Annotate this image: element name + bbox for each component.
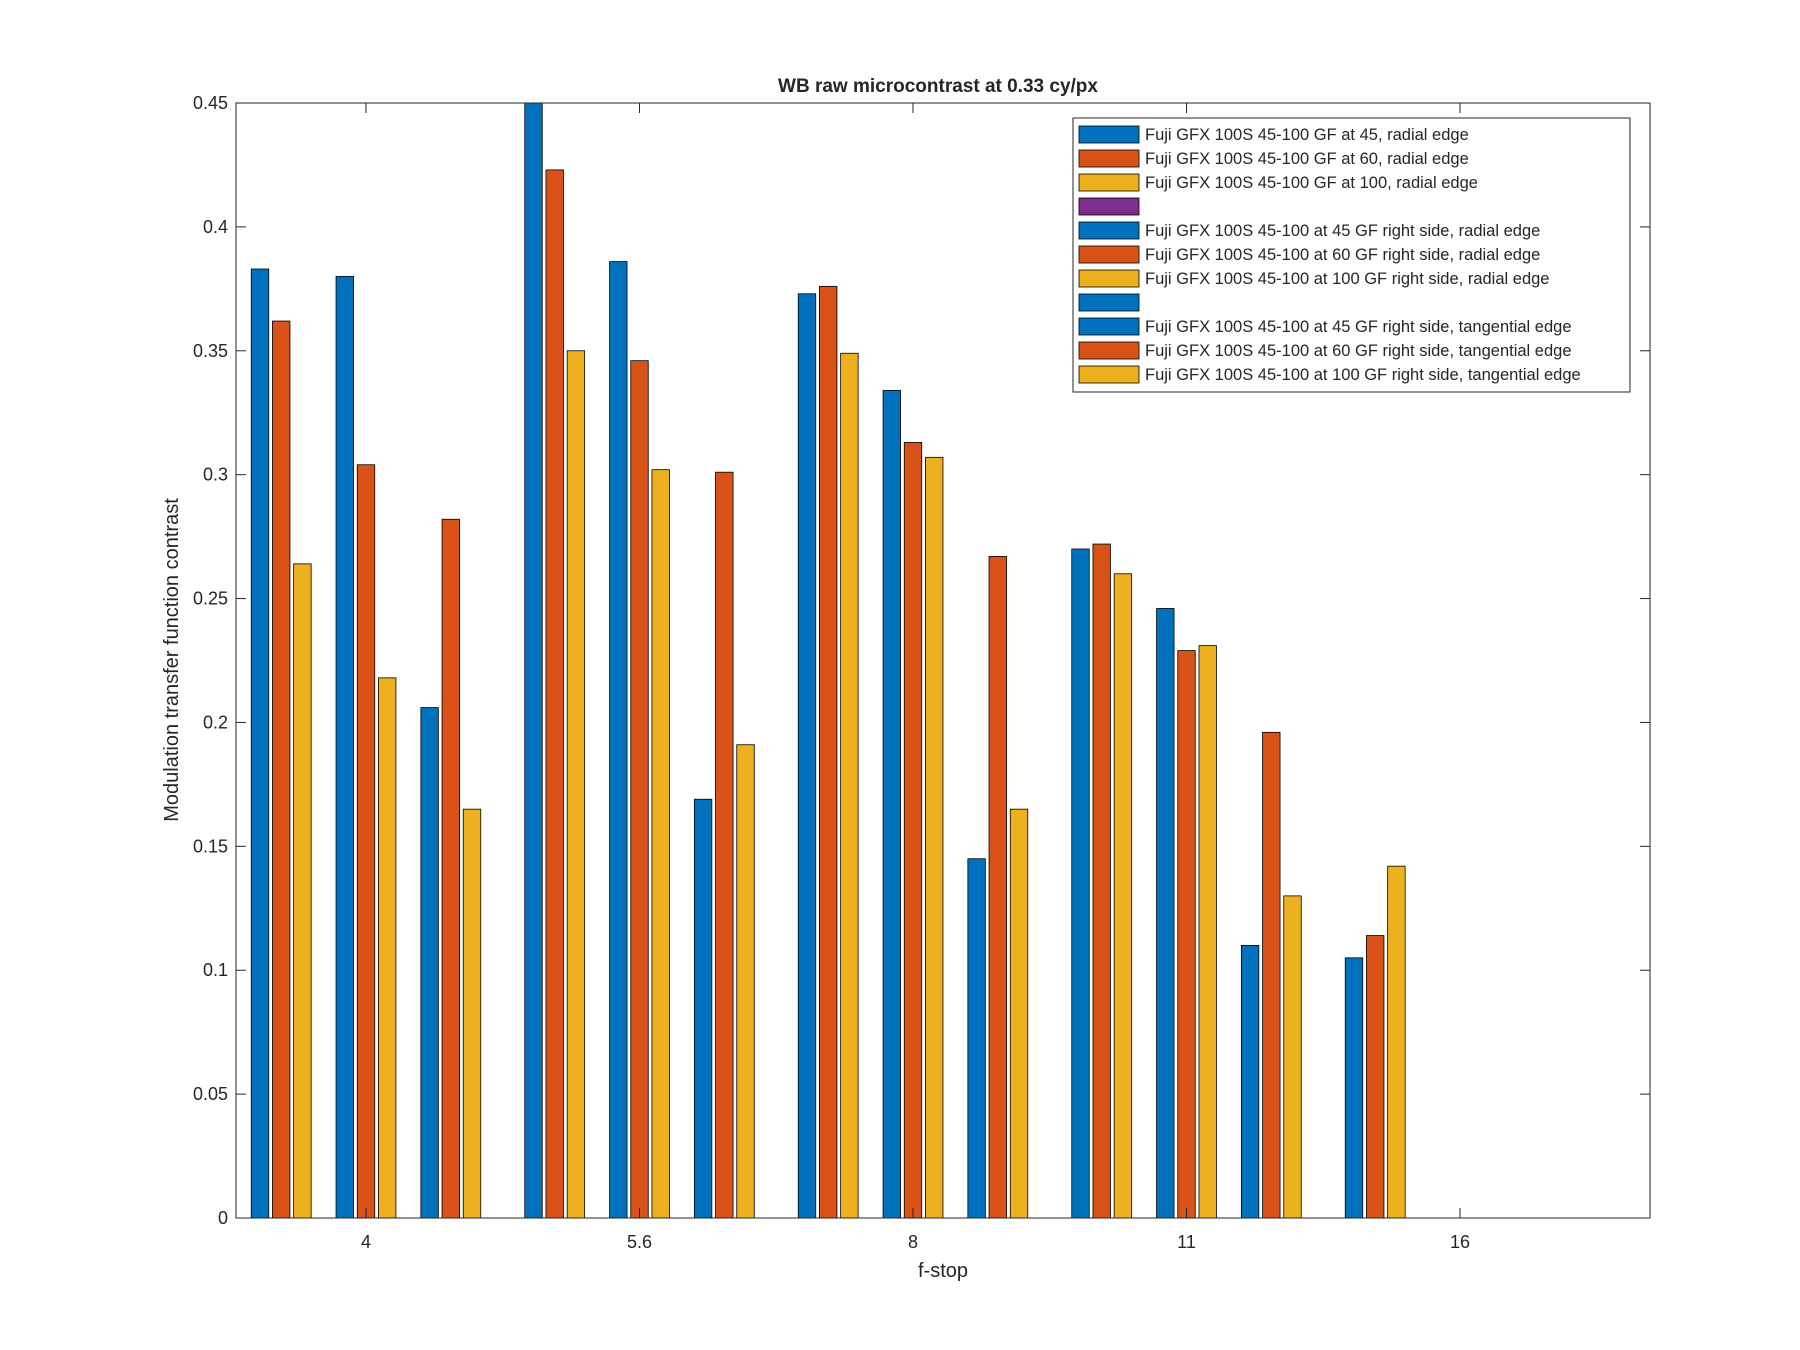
bar [250,268,270,1219]
bar [545,169,564,1219]
bar [420,707,439,1219]
bar [693,798,713,1219]
y-tick-label: 0.2 [203,712,228,732]
legend-swatch [1078,125,1140,144]
legend-swatch [1078,317,1140,336]
bar [988,556,1007,1219]
y-tick-label: 0.3 [203,465,228,485]
plot-area [235,102,1651,1219]
legend-swatch [1078,197,1140,216]
bar [882,390,901,1219]
bar [819,285,838,1219]
bar [1092,543,1111,1219]
chart-title: WB raw microcontrast at 0.33 cy/px [778,76,1098,97]
y-tick-label: 0.35 [193,341,228,361]
bar [903,442,923,1219]
bar [462,808,482,1219]
x-tick-label: 11 [1177,1232,1196,1252]
bar [272,320,291,1219]
x-axis: 4 5.6 8 11 16 [361,103,1470,1252]
bar [1156,608,1175,1219]
legend-entry-label: Fuji GFX 100S 45-100 at 45 GF right side… [1145,222,1540,240]
bar [1387,865,1406,1219]
bar [1344,957,1364,1219]
bar [1283,895,1302,1219]
legend-entry-label: Fuji GFX 100S 45-100 GF at 100, radial e… [1145,174,1478,192]
bar [797,293,817,1219]
x-tick-label: 5.6 [627,1232,652,1252]
bar [1262,731,1281,1219]
bar [1240,945,1260,1219]
legend-entry-label: Fuji GFX 100S 45-100 at 60 GF right side… [1145,246,1540,264]
y-tick-label: 0.4 [203,217,228,237]
bar [1071,548,1090,1219]
y-tick-label: 0.15 [193,836,228,856]
bar [1009,808,1029,1219]
y-tick-label: 0 [218,1208,228,1228]
legend-swatch [1078,245,1140,264]
bar [1366,935,1385,1219]
legend-entry-label: Fuji GFX 100S 45-100 at 60 GF right side… [1145,342,1572,360]
legend-swatch [1078,365,1140,384]
legend-swatch [1078,293,1140,312]
legend-entry-label: Fuji GFX 100S 45-100 GF at 45, radial ed… [1145,126,1469,144]
bar [840,352,859,1219]
bar [293,563,312,1219]
bar [1198,645,1217,1219]
bar [378,677,397,1219]
legend-entry-label: Fuji GFX 100S 45-100 GF at 60, radial ed… [1145,150,1469,168]
x-axis-label: f-stop [918,1260,968,1282]
bar [524,102,543,1219]
legend: Fuji GFX 100S 45-100 GF at 45, radial ed… [1072,117,1631,393]
legend-swatch [1078,221,1140,240]
y-tick-label: 0.45 [193,93,228,113]
x-tick-label: 4 [361,1232,371,1252]
bar [335,276,354,1219]
bar [925,456,944,1219]
x-tick-label: 16 [1450,1232,1470,1252]
legend-swatch [1078,149,1140,168]
bar [715,471,734,1219]
legend-swatch [1078,173,1140,192]
bar [736,744,755,1219]
bar [356,464,376,1219]
y-tick-label: 0.25 [193,589,228,609]
bar [1177,650,1196,1219]
legend-swatch [1078,269,1140,288]
bar [630,360,649,1219]
legend-box [1072,117,1631,393]
x-tick-label: 8 [908,1232,918,1252]
legend-swatch [1078,341,1140,360]
bars-layer [250,102,1406,1219]
y-axis-label: Modulation transfer function contrast [161,498,183,822]
bar [441,518,460,1219]
bar [1113,573,1133,1219]
y-tick-label: 0.05 [193,1084,228,1104]
y-tick-label: 0.1 [203,960,228,980]
bar [651,469,670,1219]
bar [967,858,986,1219]
bar [566,350,586,1219]
legend-entry-label: Fuji GFX 100S 45-100 at 100 GF right sid… [1145,366,1581,384]
y-axis: 0 0.05 0.1 0.15 0.2 0.25 0.3 0.35 0.4 0.45 [193,93,1650,1228]
legend-entry-label: Fuji GFX 100S 45-100 at 45 GF right side… [1145,318,1572,336]
legend-entry-label: Fuji GFX 100S 45-100 at 100 GF right sid… [1145,270,1549,288]
bar [609,261,628,1219]
